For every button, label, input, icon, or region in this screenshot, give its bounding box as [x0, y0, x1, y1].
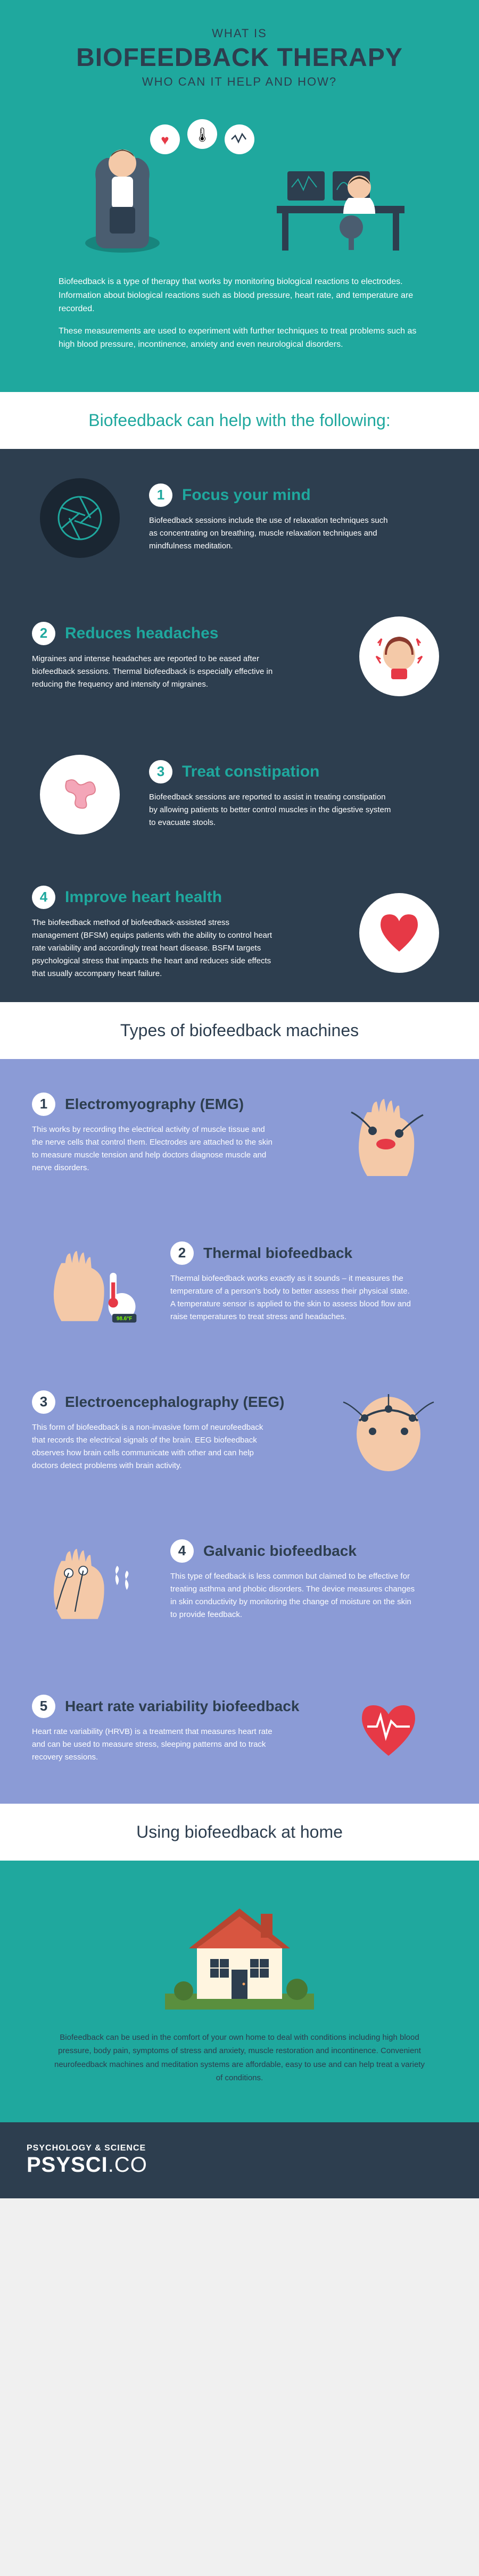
machine-num-4: 4	[170, 1539, 194, 1563]
machines-title: Types of biofeedback machines	[0, 1002, 479, 1059]
footer: PSYCHOLOGY & SCIENCE PSYSCI.CO	[0, 2122, 479, 2198]
benefit-num-4: 4	[32, 886, 55, 909]
benefit-title-2: Reduces headaches	[65, 624, 218, 643]
benefit-row-2: 2 Reduces headaches Migraines and intens…	[0, 587, 479, 726]
machine-row-5: 5 Heart rate variability biofeedback Hea…	[0, 1655, 479, 1804]
hero-subtitle: WHO CAN IT HELP AND HOW?	[21, 75, 458, 89]
benefit-desc-4: The biofeedback method of biofeedback-as…	[32, 916, 277, 980]
machine-desc-5: Heart rate variability (HRVB) is a treat…	[32, 1725, 277, 1764]
hero-description: Biofeedback is a type of therapy that wo…	[59, 275, 420, 352]
benefit-title-4: Improve heart health	[65, 888, 222, 906]
machine-title-1: Electromyography (EMG)	[65, 1096, 244, 1113]
machine-row-2: 98.6°F 2 Thermal biofeedback Thermal bio…	[0, 1208, 479, 1357]
benefit-num-1: 1	[149, 483, 172, 507]
aperture-icon	[32, 470, 128, 566]
hero-section: WHAT IS BIOFEEDBACK THERAPY WHO CAN IT H…	[0, 0, 479, 392]
hero-pretitle: WHAT IS	[21, 27, 458, 40]
machine-title-5: Heart rate variability biofeedback	[65, 1698, 299, 1715]
benefit-row-4: 4 Improve heart health The biofeedback m…	[0, 864, 479, 1002]
svg-text:98.6°F: 98.6°F	[117, 1316, 133, 1322]
svg-text:🌡: 🌡	[193, 127, 211, 143]
home-section: Biofeedback can be used in the comfort o…	[0, 1861, 479, 2122]
benefit-desc-2: Migraines and intense headaches are repo…	[32, 653, 277, 691]
headache-icon	[351, 608, 447, 704]
intestine-icon	[32, 747, 128, 843]
footer-suffix: .CO	[108, 2153, 147, 2177]
benefits-title: Biofeedback can help with the following:	[0, 392, 479, 449]
machine-desc-3: This form of biofeedback is a non-invasi…	[32, 1421, 277, 1472]
svg-text:♥: ♥	[161, 132, 169, 148]
machine-desc-2: Thermal biofeedback works exactly as it …	[170, 1272, 415, 1323]
benefit-title-1: Focus your mind	[182, 486, 311, 504]
home-desc: Biofeedback can be used in the comfort o…	[53, 2031, 426, 2085]
machine-desc-1: This works by recording the electrical a…	[32, 1123, 277, 1174]
benefit-num-3: 3	[149, 760, 172, 783]
footer-title: PSYSCI.CO	[27, 2153, 452, 2177]
heart-icon	[351, 885, 447, 981]
machine-desc-4: This type of feedback is less common but…	[170, 1570, 415, 1621]
machine-row-3: 3 Electroencephalography (EEG) This form…	[0, 1357, 479, 1506]
machine-title-3: Electroencephalography (EEG)	[65, 1394, 284, 1411]
galvanic-icon	[32, 1527, 149, 1633]
machine-row-4: 4 Galvanic biofeedback This type of feed…	[0, 1506, 479, 1655]
benefits-section: 1 Focus your mind Biofeedback sessions i…	[0, 449, 479, 1002]
machines-section: 1 Electromyography (EMG) This works by r…	[0, 1059, 479, 1804]
benefit-title-3: Treat constipation	[182, 763, 319, 781]
machine-num-3: 3	[32, 1390, 55, 1414]
thermal-icon: 98.6°F	[32, 1229, 149, 1336]
benefit-desc-3: Biofeedback sessions are reported to ass…	[149, 791, 394, 829]
emg-icon	[330, 1080, 447, 1187]
hero-desc-2: These measurements are used to experimen…	[59, 324, 420, 352]
benefit-row-3: 3 Treat constipation Biofeedback session…	[0, 726, 479, 864]
machine-num-5: 5	[32, 1695, 55, 1718]
machine-title-4: Galvanic biofeedback	[203, 1543, 357, 1560]
house-icon	[21, 1887, 458, 2015]
eeg-icon	[330, 1378, 447, 1485]
machine-num-2: 2	[170, 1241, 194, 1265]
machine-row-1: 1 Electromyography (EMG) This works by r…	[0, 1059, 479, 1208]
hero-desc-1: Biofeedback is a type of therapy that wo…	[59, 275, 420, 316]
benefit-num-2: 2	[32, 622, 55, 645]
home-title: Using biofeedback at home	[0, 1804, 479, 1861]
hero-illustration: ♥ 🌡	[21, 110, 458, 259]
footer-pretitle: PSYCHOLOGY & SCIENCE	[27, 2144, 452, 2153]
hrv-icon	[330, 1676, 447, 1782]
benefit-desc-1: Biofeedback sessions include the use of …	[149, 514, 394, 553]
hero-title: BIOFEEDBACK THERAPY	[21, 43, 458, 72]
benefit-row-1: 1 Focus your mind Biofeedback sessions i…	[0, 449, 479, 587]
machine-title-2: Thermal biofeedback	[203, 1245, 352, 1262]
machine-num-1: 1	[32, 1093, 55, 1116]
footer-brand: PSYSCI	[27, 2153, 108, 2177]
